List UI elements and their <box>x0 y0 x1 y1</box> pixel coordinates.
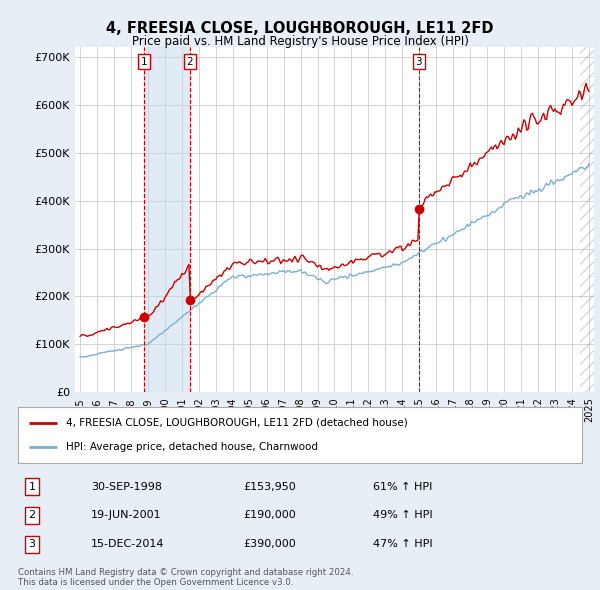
Text: 30-SEP-1998: 30-SEP-1998 <box>91 481 163 491</box>
Text: 61% ↑ HPI: 61% ↑ HPI <box>373 481 433 491</box>
Text: 3: 3 <box>415 57 422 67</box>
Text: £153,950: £153,950 <box>244 481 296 491</box>
Text: 2: 2 <box>187 57 193 67</box>
Text: 15-DEC-2014: 15-DEC-2014 <box>91 539 165 549</box>
Text: £190,000: £190,000 <box>244 510 296 520</box>
Text: 4, FREESIA CLOSE, LOUGHBOROUGH, LE11 2FD (detached house): 4, FREESIA CLOSE, LOUGHBOROUGH, LE11 2FD… <box>66 418 407 428</box>
Text: 4, FREESIA CLOSE, LOUGHBOROUGH, LE11 2FD: 4, FREESIA CLOSE, LOUGHBOROUGH, LE11 2FD <box>106 21 494 35</box>
Bar <box>580 47 592 392</box>
Text: £390,000: £390,000 <box>244 539 296 549</box>
Text: 1: 1 <box>140 57 147 67</box>
Text: HPI: Average price, detached house, Charnwood: HPI: Average price, detached house, Char… <box>66 442 318 453</box>
Text: 49% ↑ HPI: 49% ↑ HPI <box>373 510 433 520</box>
Text: 3: 3 <box>29 539 35 549</box>
Text: 47% ↑ HPI: 47% ↑ HPI <box>373 539 433 549</box>
Text: 1: 1 <box>29 481 35 491</box>
Text: Price paid vs. HM Land Registry's House Price Index (HPI): Price paid vs. HM Land Registry's House … <box>131 35 469 48</box>
Text: 2: 2 <box>29 510 35 520</box>
Text: Contains HM Land Registry data © Crown copyright and database right 2024.
This d: Contains HM Land Registry data © Crown c… <box>18 568 353 587</box>
Text: 19-JUN-2001: 19-JUN-2001 <box>91 510 162 520</box>
Bar <box>143 47 190 392</box>
